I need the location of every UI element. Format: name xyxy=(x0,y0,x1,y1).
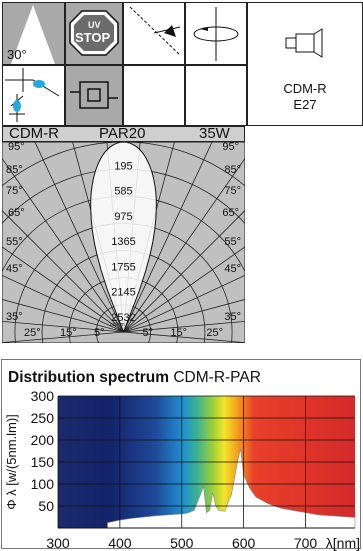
ring-value-label: 195 xyxy=(114,160,132,172)
spectrum-area xyxy=(107,448,356,529)
x-tick-label: 600 xyxy=(232,535,256,551)
lamp-icon xyxy=(285,28,323,58)
x-tick-label: 300 xyxy=(46,535,70,551)
tilt-arrow-icon xyxy=(129,6,181,56)
polar-spoke xyxy=(123,274,245,333)
polar-spoke xyxy=(2,299,124,333)
spectrum-title-rest: CDM-R-PAR xyxy=(173,369,261,386)
empty-cell-1 xyxy=(123,65,185,126)
dimming-cell xyxy=(2,65,65,126)
polar-grid xyxy=(2,142,245,343)
polar-spoke xyxy=(2,246,124,333)
y-tick-label: 250 xyxy=(31,410,55,426)
lamp-name: CDM-R xyxy=(283,81,327,96)
uv-label: UV xyxy=(88,20,101,30)
angle-label-right: 85° xyxy=(224,164,241,176)
y-tick-label: 150 xyxy=(31,454,55,470)
rotation-cell xyxy=(185,2,247,65)
polar-spoke xyxy=(123,157,245,333)
angle-label-left: 5° xyxy=(94,327,105,339)
x-tick-label: 500 xyxy=(170,535,194,551)
beam-angle-label: 30° xyxy=(7,47,27,62)
polar-power: 35W xyxy=(199,125,230,142)
y-tick-label: 50 xyxy=(38,498,54,514)
lamp-base: E27 xyxy=(293,97,317,112)
polar-spoke xyxy=(34,142,124,333)
y-tick-label: 200 xyxy=(31,432,55,448)
ring-value-label: 585 xyxy=(114,186,132,198)
lamp-cell: CDM-R E27 xyxy=(247,2,363,126)
angle-label-right: 65° xyxy=(222,207,239,219)
polar-spoke xyxy=(2,331,124,343)
spectrum-chart: 300 250 200 150 100 50 300 400 500 600 700 λ[nm] Φ λ… xyxy=(4,388,360,551)
angle-label-left: 95° xyxy=(8,142,25,153)
x-tick-label: 700 xyxy=(294,535,318,551)
angle-label-right: 75° xyxy=(224,185,241,197)
polar-spoke xyxy=(123,246,245,333)
ballast-cell xyxy=(65,65,123,126)
mounting-angle-cell xyxy=(123,2,185,65)
dimming-icon xyxy=(5,68,60,122)
angle-label-right: 5° xyxy=(142,327,153,339)
polar-header: CDM-R PAR20 35W xyxy=(2,126,245,142)
rotation-icon xyxy=(193,7,239,61)
angle-label-right: 15° xyxy=(170,327,187,339)
uv-stop-icon xyxy=(69,10,119,56)
ring-value-label: 1755 xyxy=(111,261,135,273)
y-axis-label: Φ λ [w/(5nm.lm)] xyxy=(4,414,19,510)
x-tick-label: 400 xyxy=(108,535,132,551)
beam-cone-icon xyxy=(11,5,55,64)
angle-label-left: 65° xyxy=(8,207,25,219)
uv-stop-cell: UV STOP xyxy=(65,2,123,65)
angle-label-right: 35° xyxy=(224,311,241,323)
polar-spoke xyxy=(123,209,245,333)
empty-cell-2 xyxy=(185,65,247,126)
ring-value-label: 1365 xyxy=(111,236,135,248)
polar-spoke xyxy=(123,299,245,333)
spectrum-title-bold: Distribution spectrum xyxy=(8,369,170,386)
polar-spoke xyxy=(2,209,124,333)
spectrum-title: Distribution spectrum CDM-R-PAR xyxy=(8,369,261,387)
polar-spoke xyxy=(123,142,213,333)
ring-value-label: 975 xyxy=(114,211,132,223)
angle-label-right: 45° xyxy=(224,263,241,275)
polar-spoke xyxy=(2,320,124,333)
angle-label-left: 55° xyxy=(6,236,23,248)
stop-label: STOP xyxy=(75,30,111,45)
spectrum-panel xyxy=(1,359,361,549)
beam-angle-cell: 30° xyxy=(2,2,65,65)
polar-unit-label: cd/klm xyxy=(110,322,124,328)
beam-curve xyxy=(90,142,157,334)
polar-spoke xyxy=(123,331,245,343)
polar-type: PAR20 xyxy=(99,125,146,142)
angle-label-left: 45° xyxy=(6,263,23,275)
y-tick-label: 100 xyxy=(31,476,55,492)
polar-lamp-name: CDM-R xyxy=(9,125,59,142)
x-axis-label: λ[nm] xyxy=(326,535,360,551)
angle-label-right: 95° xyxy=(222,142,239,153)
ring-value-label: 2532 xyxy=(111,312,135,324)
ballast-icon xyxy=(70,81,118,109)
angle-label-right: 25° xyxy=(206,327,223,339)
angle-label-left: 75° xyxy=(6,185,23,197)
angle-label-left: 85° xyxy=(6,164,23,176)
polar-spoke xyxy=(2,157,124,333)
angle-label-left: 15° xyxy=(60,327,77,339)
angle-label-left: 35° xyxy=(6,311,23,323)
polar-spoke xyxy=(123,320,245,333)
polar-spoke xyxy=(2,274,124,333)
y-tick-label: 300 xyxy=(31,388,55,404)
angle-label-left: 25° xyxy=(24,327,41,339)
ring-value-label: 2145 xyxy=(111,287,135,299)
angle-label-right: 55° xyxy=(224,236,241,248)
